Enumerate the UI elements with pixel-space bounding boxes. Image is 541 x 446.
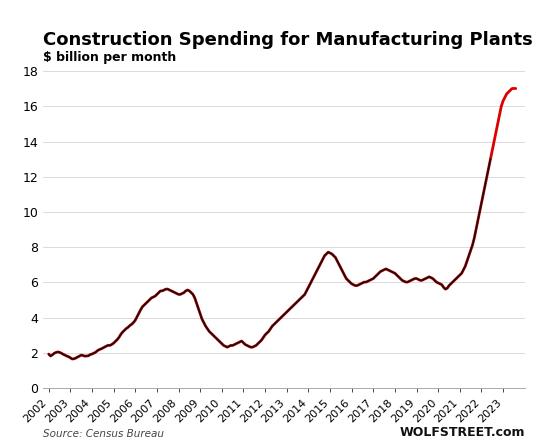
- Text: $ billion per month: $ billion per month: [43, 51, 176, 64]
- Text: Construction Spending for Manufacturing Plants: Construction Spending for Manufacturing …: [43, 31, 533, 49]
- Text: Source: Census Bureau: Source: Census Bureau: [43, 429, 164, 439]
- Text: WOLFSTREET.com: WOLFSTREET.com: [399, 426, 525, 439]
